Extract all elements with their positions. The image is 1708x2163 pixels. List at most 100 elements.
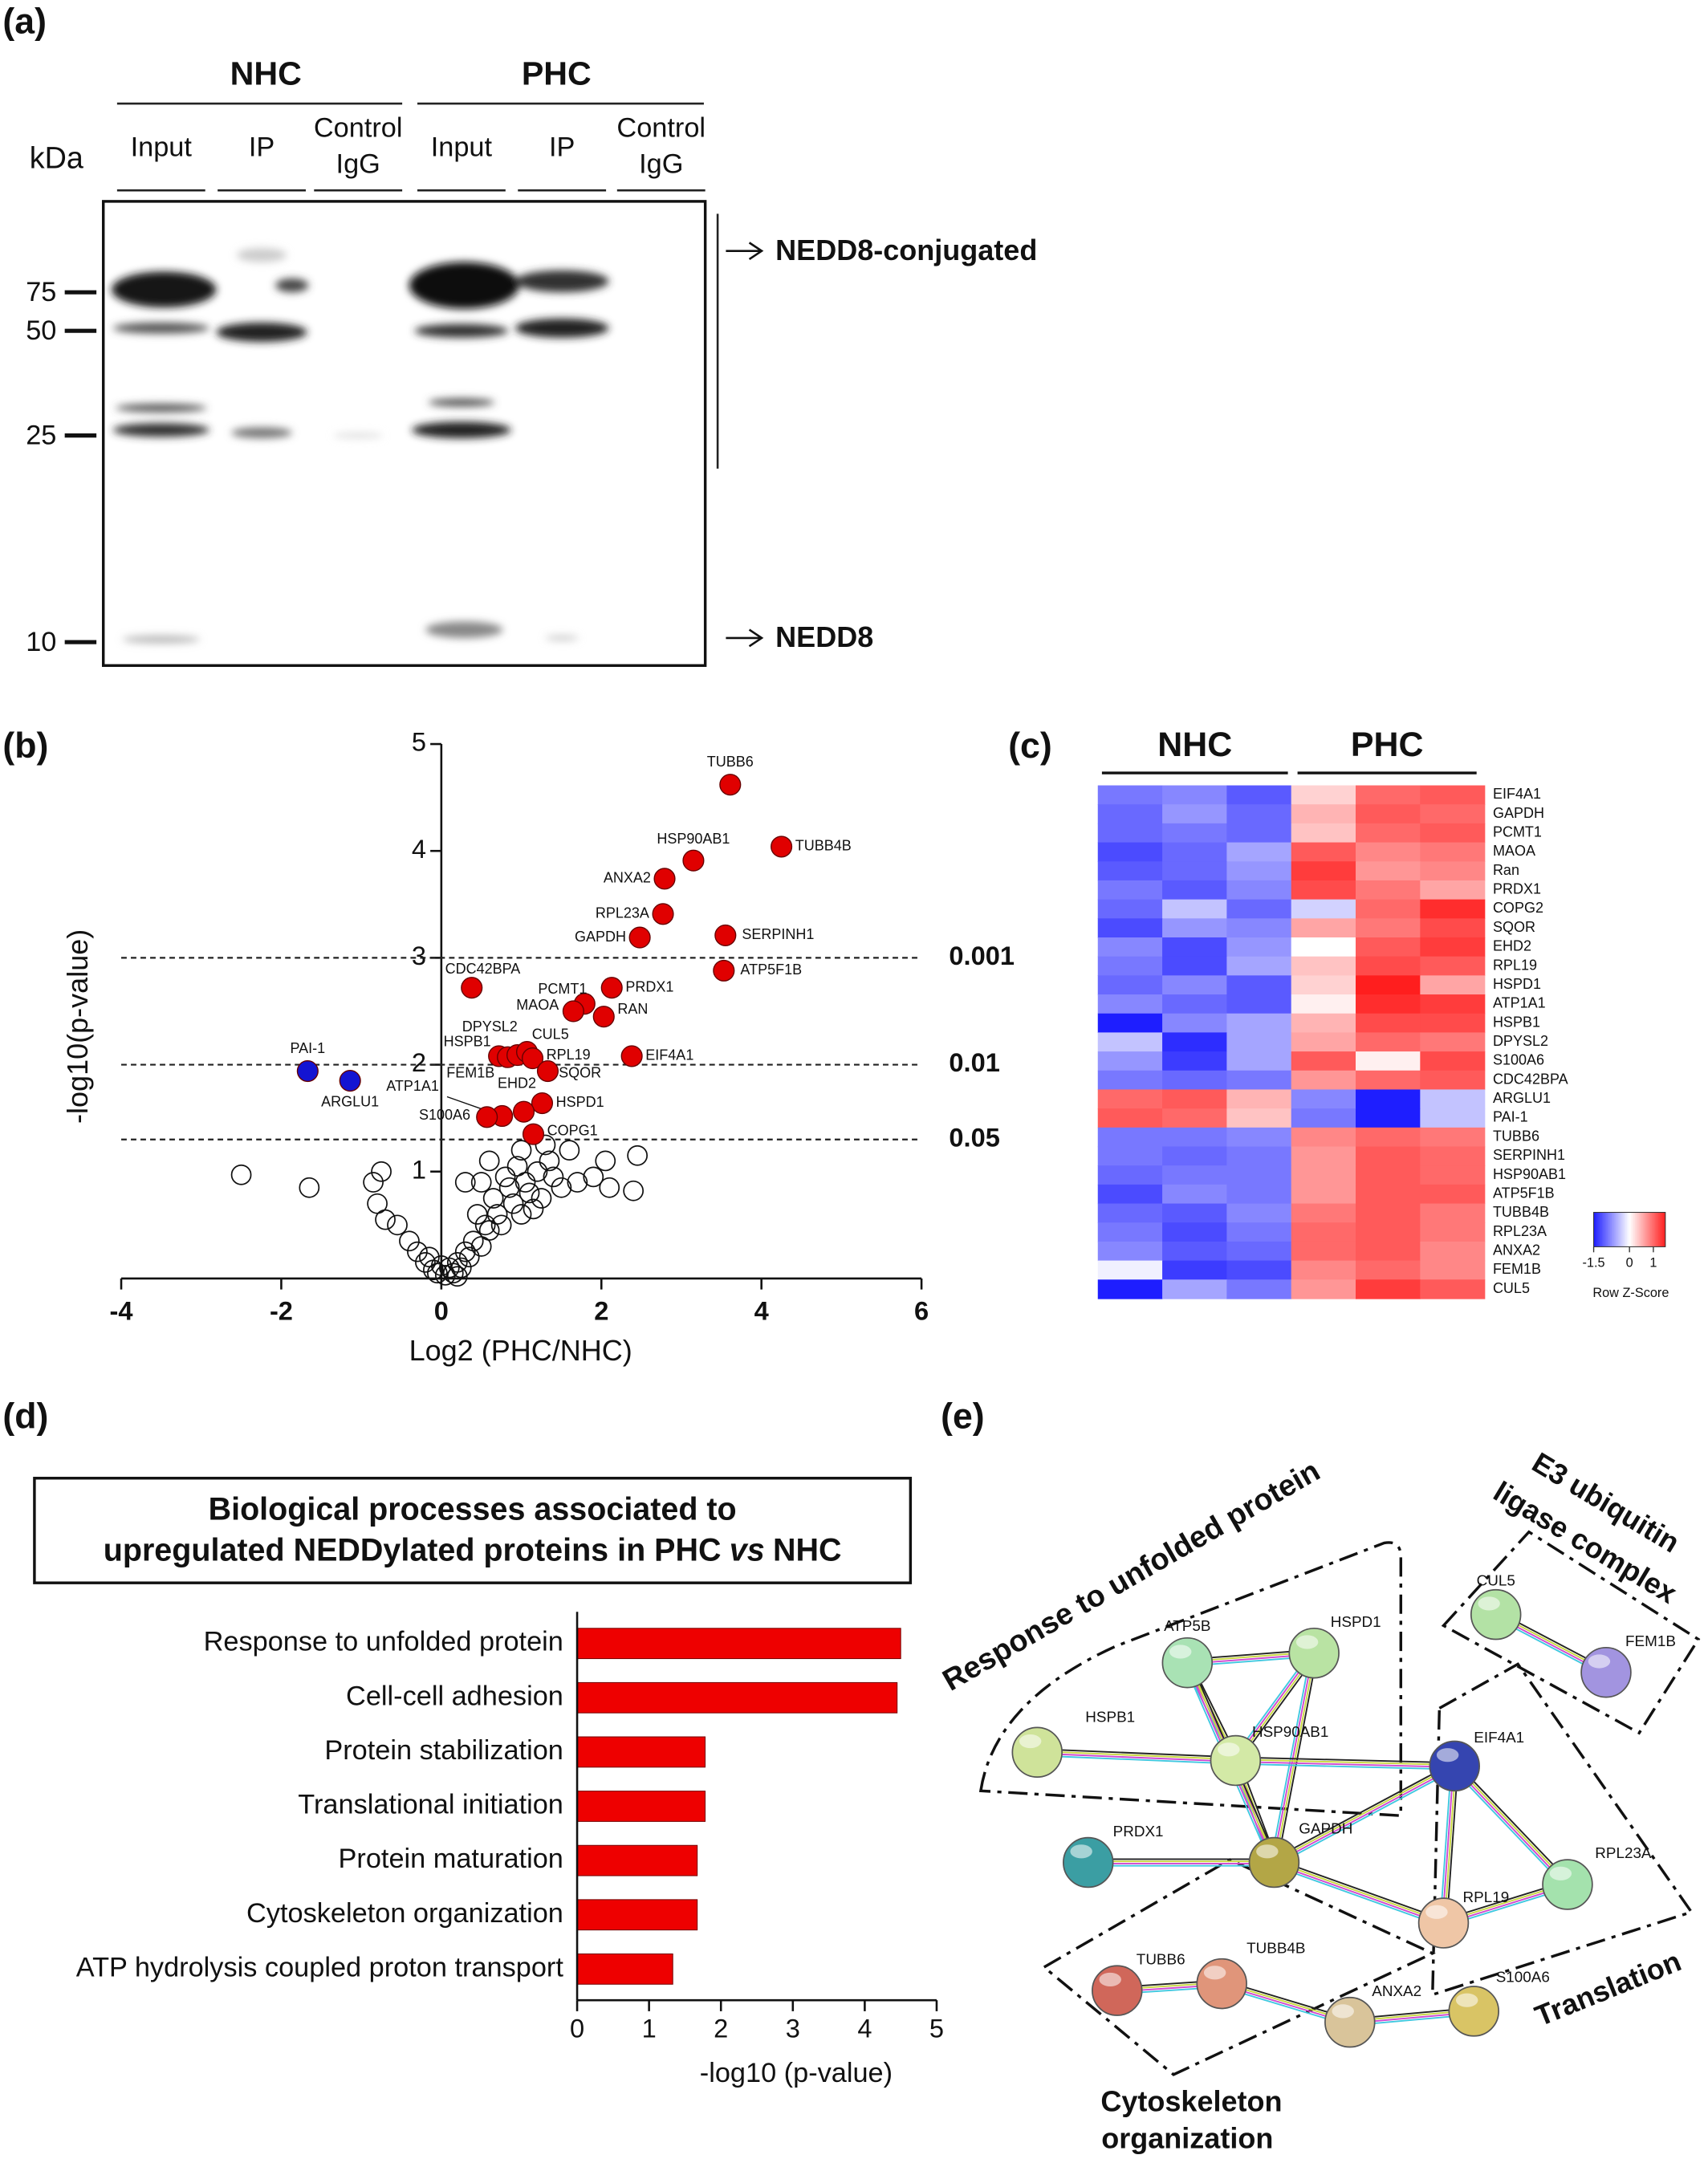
point-label: S100A6 (419, 1107, 470, 1123)
heatmap-cell (1097, 1127, 1163, 1148)
point (375, 1209, 396, 1230)
edge (1453, 1766, 1568, 1886)
point (415, 1252, 436, 1273)
colorbar-segment (1593, 1212, 1596, 1247)
colorbar-segment (1647, 1212, 1649, 1247)
point-label: EIF4A1 (645, 1047, 693, 1063)
heatmap-cell (1097, 937, 1163, 957)
y-tick-label: 2 (412, 1047, 426, 1077)
heatmap-cell (1356, 994, 1421, 1014)
title-part: upregulated NEDDylated proteins in PHC (104, 1533, 722, 1568)
band (425, 621, 503, 638)
point (230, 1164, 252, 1185)
point-label: MAOA (516, 997, 559, 1013)
heatmap-cell (1420, 1279, 1486, 1299)
heatmap-cell (1226, 975, 1292, 995)
heatmap-cell (1162, 785, 1228, 805)
point (623, 1180, 645, 1201)
colorbar-segment (1606, 1212, 1608, 1247)
network: Response to unfolded protein E3 ubiquiti… (937, 1445, 1701, 2155)
colorbar-segment (1629, 1212, 1632, 1247)
heatmap-cell (1097, 880, 1163, 901)
point-label: PCMT1 (538, 981, 587, 997)
heatmap-cell (1356, 1203, 1421, 1223)
node (1062, 1836, 1114, 1889)
point (502, 1193, 524, 1214)
row-label: HSPD1 (1493, 976, 1541, 992)
panel-label: (b) (2, 726, 48, 766)
heatmap-cell (1291, 1260, 1356, 1280)
heatmap-cell (1291, 1013, 1356, 1034)
heatmap-cell (1291, 785, 1356, 805)
group-outline (1041, 1858, 1436, 2076)
row-label: SQOR (1493, 919, 1535, 935)
heatmap-cell (1420, 1165, 1486, 1185)
node (1470, 1588, 1522, 1641)
colorbar-segment (1633, 1212, 1636, 1247)
heatmap-cell (1356, 956, 1421, 977)
heatmap-cell (1291, 1184, 1356, 1205)
title-part: NHC (773, 1533, 842, 1568)
heatmap-cell (1356, 1241, 1421, 1262)
bar-chart: Biological processes associated to upregu… (33, 1477, 944, 2088)
heatmap-cell (1226, 994, 1292, 1014)
point (510, 1204, 532, 1225)
heatmap-cell (1162, 1013, 1228, 1034)
heatmap-cell (1162, 1260, 1228, 1280)
node-highlight (1256, 1844, 1279, 1859)
node-label: TUBB6 (1137, 1950, 1185, 1967)
point-label: FEM1B (446, 1065, 494, 1081)
heatmap-cell (1420, 1070, 1486, 1091)
point (551, 1177, 572, 1198)
band (333, 433, 384, 439)
node-label: GAPDH (1299, 1819, 1352, 1836)
node-highlight (1436, 1748, 1459, 1763)
heatmap-cell (1162, 1279, 1228, 1299)
point (539, 1150, 560, 1172)
point (407, 1241, 428, 1262)
row-label: HSPB1 (1493, 1014, 1540, 1030)
band (514, 318, 609, 338)
column-group-label: NHC (1157, 726, 1232, 764)
node (1011, 1726, 1063, 1779)
node-label: HSPD1 (1331, 1613, 1381, 1630)
row-label: GAPDH (1493, 805, 1544, 821)
marker-label: 75 (26, 277, 56, 307)
node-highlight (1099, 1972, 1121, 1986)
heatmap-cell (1162, 1127, 1228, 1148)
colorbar-segment (1639, 1212, 1641, 1247)
point (583, 1166, 604, 1188)
group-label: NHC (230, 55, 302, 92)
point (522, 1123, 545, 1145)
bar (576, 1736, 706, 1768)
heatmap-cell (1356, 899, 1421, 919)
bar (576, 1899, 698, 1931)
heatmap-cell (1162, 1203, 1228, 1223)
heatmap-cell (1420, 899, 1486, 919)
heatmap-cell (1420, 956, 1486, 977)
lane-label: Input (431, 132, 493, 163)
point (543, 1166, 564, 1188)
heatmap-cell (1420, 823, 1486, 844)
point (510, 1140, 532, 1161)
lane-label: Input (131, 132, 193, 163)
heatmap-cell (1356, 1108, 1421, 1128)
edge (1037, 1754, 1236, 1765)
marker-label: 50 (26, 315, 56, 346)
edge (1272, 1762, 1454, 1860)
band (409, 262, 519, 309)
heatmap-cell (1162, 975, 1228, 995)
band (112, 423, 209, 437)
heatmap-cell (1162, 1146, 1228, 1166)
heatmap-cell (1226, 880, 1292, 901)
band (514, 270, 609, 293)
edge (1272, 1864, 1443, 1927)
title-box (33, 1477, 913, 1584)
colorbar-segment (1657, 1212, 1659, 1247)
point-label: HSPD1 (556, 1094, 604, 1110)
heatmap-cell (1226, 1127, 1292, 1148)
bar (576, 1628, 901, 1660)
point (714, 924, 737, 946)
node-label: RPL23A (1595, 1844, 1652, 1861)
